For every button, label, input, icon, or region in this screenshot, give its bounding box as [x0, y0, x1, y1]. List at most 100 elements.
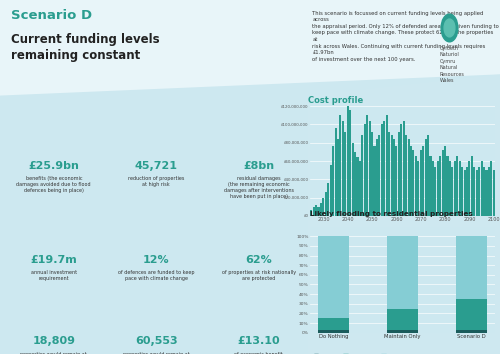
Bar	[471, 156, 473, 216]
Bar	[442, 150, 444, 216]
Bar	[383, 121, 386, 216]
Bar	[400, 125, 402, 216]
Bar	[378, 136, 380, 216]
Text: £13.10: £13.10	[238, 336, 280, 346]
Bar	[427, 136, 429, 216]
Bar	[420, 150, 422, 216]
Bar	[340, 115, 342, 216]
Bar	[432, 161, 434, 216]
Bar	[318, 236, 350, 318]
Bar	[486, 170, 488, 216]
Bar	[318, 318, 350, 330]
Text: Cost profile: Cost profile	[308, 96, 364, 105]
Bar	[344, 132, 346, 216]
Bar	[454, 161, 456, 216]
Bar	[310, 210, 312, 216]
Bar	[452, 167, 454, 216]
Text: of defences are funded to keep
pace with climate change: of defences are funded to keep pace with…	[118, 270, 194, 281]
Text: properties would remain at
high risk (the most of all the
scenarios): properties would remain at high risk (th…	[122, 352, 191, 354]
Bar	[356, 158, 358, 216]
Bar	[418, 161, 420, 216]
Text: of economic benefit
for every £1 spent: of economic benefit for every £1 spent	[234, 352, 283, 354]
Text: of properties at risk nationally
are protected: of properties at risk nationally are pro…	[222, 270, 296, 281]
Bar	[366, 115, 368, 216]
Bar	[456, 236, 486, 299]
Bar	[402, 121, 405, 216]
Text: Cyfoeth
Naturiol
Cymru
Natural
Resources
Wales: Cyfoeth Naturiol Cymru Natural Resources…	[440, 46, 465, 83]
Bar	[376, 139, 378, 216]
Bar	[318, 330, 350, 333]
Bar	[332, 147, 334, 216]
Text: reduction of properties
at high risk: reduction of properties at high risk	[128, 176, 184, 187]
Bar	[330, 165, 332, 216]
Text: 45,721: 45,721	[135, 161, 178, 171]
Text: annual investment
requirement: annual investment requirement	[30, 270, 77, 281]
Bar	[480, 161, 482, 216]
Bar	[483, 167, 485, 216]
Bar	[315, 205, 317, 216]
Bar	[368, 121, 370, 216]
Bar	[387, 236, 418, 309]
Bar	[464, 170, 466, 216]
Circle shape	[444, 19, 455, 37]
Bar	[415, 156, 417, 216]
Bar	[398, 132, 400, 216]
Bar	[342, 121, 344, 216]
Bar	[474, 167, 476, 216]
Bar	[439, 156, 442, 216]
Bar	[334, 128, 336, 216]
Bar	[492, 170, 495, 216]
Bar	[446, 156, 448, 216]
Bar	[387, 309, 418, 330]
Text: residual damages
(the remaining economic
damages after interventions
have been p: residual damages (the remaining economic…	[224, 176, 294, 199]
Text: Current funding levels
remaining constant: Current funding levels remaining constan…	[11, 33, 160, 62]
Bar	[408, 139, 410, 216]
Bar	[346, 106, 349, 216]
Bar	[352, 143, 354, 216]
Bar	[458, 161, 460, 216]
Bar	[488, 167, 490, 216]
Bar	[349, 110, 351, 216]
Bar	[337, 139, 339, 216]
Bar	[449, 161, 451, 216]
Circle shape	[441, 14, 458, 42]
Bar	[359, 161, 361, 216]
Text: benefits (the economic
damages avoided due to flood
defences being in place): benefits (the economic damages avoided d…	[16, 176, 91, 193]
Bar	[381, 125, 383, 216]
Text: Likely flooding to residential properties: Likely flooding to residential propertie…	[310, 211, 473, 217]
Text: £8bn: £8bn	[243, 161, 274, 171]
Bar	[318, 207, 320, 216]
Text: £25.9bn: £25.9bn	[28, 161, 79, 171]
Bar	[461, 167, 463, 216]
Bar	[412, 150, 414, 216]
Bar	[424, 139, 426, 216]
Bar	[405, 136, 407, 216]
Text: 62%: 62%	[246, 255, 272, 265]
Bar	[371, 132, 373, 216]
Text: 18,809: 18,809	[32, 336, 75, 346]
Bar	[396, 147, 398, 216]
Bar	[476, 170, 478, 216]
Text: £19.7m: £19.7m	[30, 255, 77, 265]
Polygon shape	[308, 74, 500, 354]
Polygon shape	[0, 0, 500, 96]
Bar	[390, 136, 392, 216]
Bar	[434, 167, 436, 216]
Bar	[430, 156, 432, 216]
Text: properties would remain at
high risk when compared to the
most favourable scenar: properties would remain at high risk whe…	[14, 352, 93, 354]
Bar	[422, 147, 424, 216]
Bar	[466, 167, 468, 216]
Bar	[490, 161, 492, 216]
Bar	[456, 299, 486, 330]
Bar	[437, 161, 439, 216]
Bar	[312, 207, 314, 216]
Bar	[364, 125, 366, 216]
Bar	[388, 132, 390, 216]
Bar	[354, 152, 356, 216]
Bar	[387, 330, 418, 333]
Text: 60,553: 60,553	[135, 336, 178, 346]
Bar	[468, 161, 470, 216]
Bar	[444, 147, 446, 216]
Bar	[410, 147, 412, 216]
Bar	[325, 192, 327, 216]
